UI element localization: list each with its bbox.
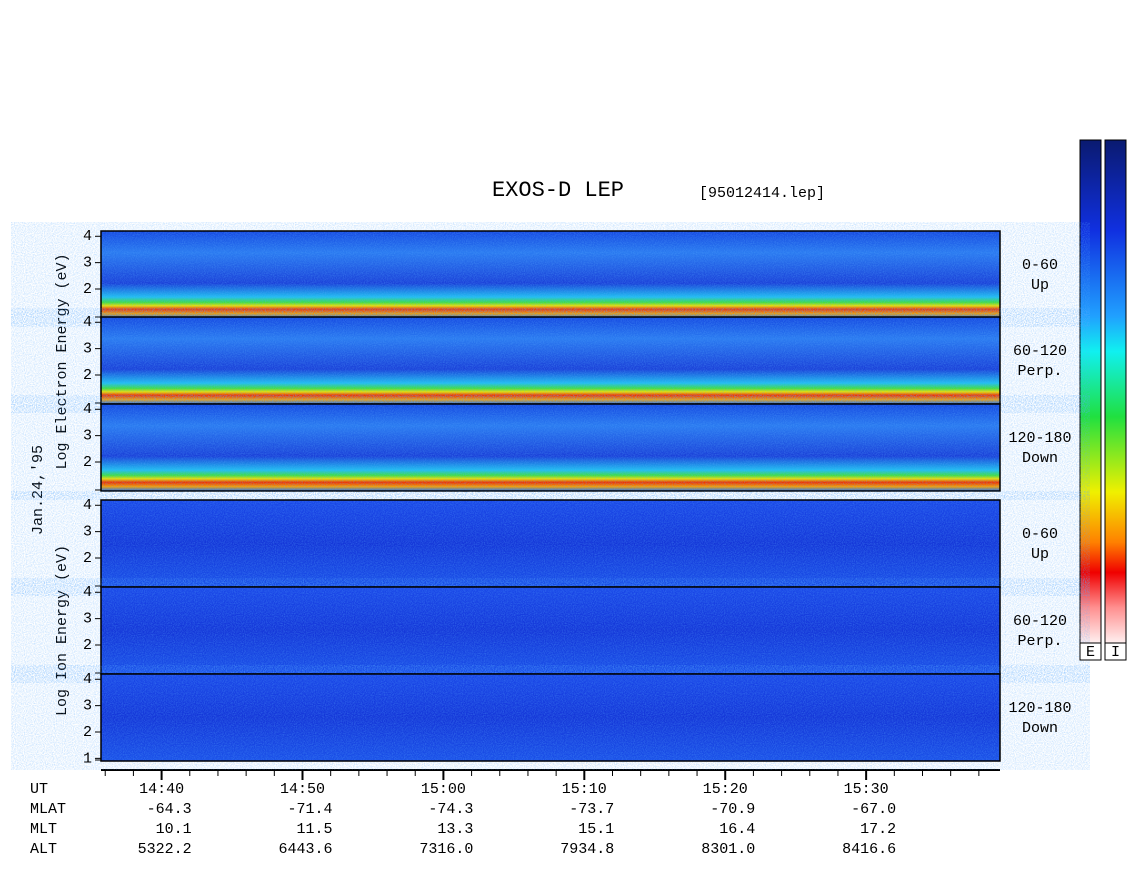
orbit-value: -74.3 [428,801,473,818]
pitch-label: 60-120 [1013,343,1067,360]
colorbar-label: I [1111,644,1120,661]
orbit-value: 6443.6 [278,841,332,858]
y-tick-label: 3 [83,428,92,445]
spectrogram-texture [101,231,1000,318]
orbit-value: -73.7 [569,801,614,818]
y-tick-label: 4 [83,584,92,601]
orbit-value: 17.2 [860,821,896,838]
colorbar [1104,139,1127,644]
colorbar [1079,139,1102,644]
y-tick-label: 4 [83,497,92,514]
x-tick-label: 14:50 [280,781,325,798]
pitch-label: Perp. [1017,633,1062,650]
spectrogram-texture [101,317,1000,404]
y-tick-label: 2 [83,637,92,654]
species-axis-label: Log Electron Energy (eV) [54,253,71,469]
y-tick-label: 3 [83,611,92,628]
orbit-value: 7934.8 [560,841,614,858]
orbit-value: 10.1 [156,821,192,838]
y-tick-label: 4 [83,228,92,245]
y-tick-label: 2 [83,281,92,298]
y-tick-label: 2 [83,454,92,471]
pitch-label: 0-60 [1022,526,1058,543]
orbit-value: 13.3 [437,821,473,838]
row-label: UT [30,781,48,798]
x-tick-label: 14:40 [139,781,184,798]
file-name: [95012414.lep] [699,185,825,202]
pitch-label: 120-180 [1008,700,1071,717]
colorbar-label-box [1079,642,1102,661]
orbit-value: -67.0 [851,801,896,818]
date-label: Jan.24,'95 [30,445,47,535]
pitch-label: 0-60 [1022,257,1058,274]
pitch-label: Up [1031,277,1049,294]
x-tick-label: 15:20 [703,781,748,798]
row-label: MLAT [30,801,66,818]
x-tick-label: 15:30 [844,781,889,798]
y-tick-label: 2 [83,550,92,567]
orbit-value: 11.5 [296,821,332,838]
pitch-label: Down [1022,720,1058,737]
spectrogram-texture [101,500,1000,587]
orbit-value: 7316.0 [419,841,473,858]
orbit-value: -64.3 [147,801,192,818]
pitch-label: Perp. [1017,363,1062,380]
spectrogram-texture [101,587,1000,674]
orbit-value: 5322.2 [138,841,192,858]
orbit-value: 8416.6 [842,841,896,858]
pitch-label: Down [1022,450,1058,467]
y-tick-label: 3 [83,255,92,272]
chart-title: EXOS-D LEP [492,178,624,203]
y-tick-label: 4 [83,314,92,331]
x-tick-label: 15:00 [421,781,466,798]
orbit-value: 15.1 [578,821,614,838]
colorbar-label: E [1086,644,1095,661]
orbit-value: 8301.0 [701,841,755,858]
orbit-value: -70.9 [710,801,755,818]
row-label: MLT [30,821,57,838]
row-label: ALT [30,841,57,858]
species-axis-label: Log Ion Energy (eV) [54,545,71,716]
y-tick-label: 4 [83,401,92,418]
y-tick-label: 1 [83,750,92,767]
y-tick-label: 2 [83,367,92,384]
pitch-label: 60-120 [1013,613,1067,630]
panel-frame [100,673,1001,762]
spectrogram-texture [101,674,1000,761]
y-tick-label: 3 [83,698,92,715]
x-tick-label: 15:10 [562,781,607,798]
y-tick-label: 4 [83,671,92,688]
orbit-value: 16.4 [719,821,755,838]
colorbar-label-box [1104,642,1127,661]
spectrogram-texture [101,404,1000,491]
panel-frame [100,403,1001,492]
y-tick-label: 2 [83,724,92,741]
y-tick-label: 3 [83,524,92,541]
pitch-label: 120-180 [1008,430,1071,447]
orbit-value: -71.4 [287,801,332,818]
pitch-label: Up [1031,546,1049,563]
y-tick-label: 3 [83,341,92,358]
